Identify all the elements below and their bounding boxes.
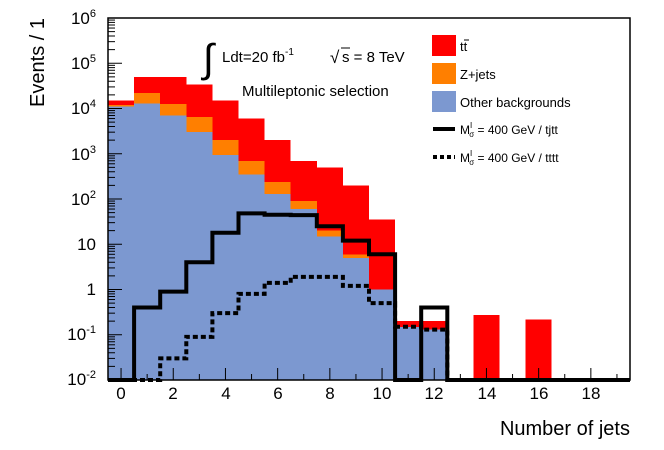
bar-z-jets-bin-2 — [160, 104, 187, 116]
bar-other-backgrounds-bin-2 — [160, 115, 187, 381]
y-tick-label: 104 — [71, 98, 96, 118]
bar-tt-bin-5 — [238, 118, 265, 161]
x-tick-label: 2 — [168, 384, 177, 403]
bar-other-backgrounds-bin-5 — [238, 174, 265, 380]
legend-label-tt: tt — [460, 39, 468, 54]
y-tick-label: 102 — [71, 189, 96, 209]
x-axis-title: Number of jets — [500, 418, 630, 440]
x-tick-label: 0 — [116, 384, 125, 403]
x-tick-label: 18 — [582, 384, 601, 403]
y-tick-label: 103 — [71, 144, 96, 164]
bar-other-backgrounds-bin-6 — [264, 193, 291, 380]
bar-other-backgrounds-bin-1 — [134, 103, 161, 381]
bar-tt-bin-11 — [395, 321, 422, 327]
x-tick-label: 16 — [530, 384, 549, 403]
bar-z-jets-bin-0 — [108, 104, 135, 107]
legend-swatch-tt — [432, 35, 456, 56]
y-tick-label: 10 — [77, 235, 96, 254]
bar-z-jets-bin-6 — [264, 181, 291, 194]
x-tick-label: 6 — [273, 384, 282, 403]
y-axis-title: Events / 1 — [27, 18, 49, 107]
y-tick-label: 106 — [71, 8, 96, 28]
x-tick-label: 12 — [425, 384, 444, 403]
y-tick-label: 10-1 — [67, 324, 96, 344]
axis-ticks — [108, 17, 618, 381]
legend-swatch-other — [432, 91, 456, 112]
bar-tt-bin-4 — [212, 100, 239, 141]
selection-label: Multileptonic selection — [242, 83, 389, 100]
bar-z-jets-bin-4 — [212, 140, 239, 155]
y-tick-labels: 10-2 10-1 1 10 102 103 104 105 106 — [67, 8, 96, 389]
bar-z-jets-bin-9 — [342, 254, 369, 258]
bar-other-backgrounds-bin-11 — [395, 326, 422, 380]
bar-tt-bin-2 — [160, 76, 187, 105]
legend: tt Z+jets Other backgrounds MI σ = 400 Ge… — [432, 35, 571, 167]
x-tick-label: 8 — [325, 384, 334, 403]
x-tick-label: 14 — [478, 384, 497, 403]
bar-z-jets-bin-3 — [186, 116, 213, 133]
bar-z-jets-bin-5 — [238, 160, 265, 175]
energy-label: s = 8 TeV — [342, 49, 405, 66]
bar-z-jets-bin-8 — [316, 230, 343, 237]
legend-label-other: Other backgrounds — [460, 95, 571, 110]
luminosity-annotation: ∫ Ldt=20 fb-1 — [201, 37, 294, 81]
x-tick-labels: 0 2 4 6 8 10 12 14 16 18 — [116, 384, 600, 403]
bar-tt-bin-3 — [186, 84, 213, 117]
sqrt-symbol: √ — [330, 48, 340, 67]
y-tick-label: 10-2 — [67, 369, 96, 389]
bar-tt-bin-8 — [316, 167, 343, 231]
bar-tt-bin-6 — [264, 140, 291, 182]
y-tick-label: 1 — [87, 280, 96, 299]
bar-tt-bin-7 — [290, 160, 317, 202]
bar-z-jets-bin-7 — [290, 201, 317, 210]
bar-other-backgrounds-bin-9 — [342, 257, 369, 380]
integral-symbol: ∫ — [201, 37, 217, 81]
bar-tt-bin-12 — [421, 321, 448, 330]
bar-other-backgrounds-bin-8 — [316, 236, 343, 380]
bar-z-jets-bin-1 — [134, 93, 161, 104]
bar-other-backgrounds-bin-3 — [186, 132, 213, 380]
legend-swatch-zjets — [432, 63, 456, 84]
y-tick-label: 105 — [71, 53, 96, 73]
legend-label-tjtt: MI σ = 400 GeV / tjtt — [460, 121, 559, 139]
x-tick-label: 10 — [373, 384, 392, 403]
bar-tt-bin-0 — [108, 100, 135, 105]
energy-annotation: √ s = 8 TeV — [330, 47, 405, 67]
legend-label-zjets: Z+jets — [460, 67, 496, 82]
luminosity-label: Ldt=20 fb-1 — [222, 47, 294, 66]
legend-label-tttt: MI σ = 400 GeV / tttt — [460, 149, 559, 167]
histogram-bars — [108, 76, 552, 381]
bar-tt-bin-9 — [342, 185, 369, 255]
x-tick-label: 4 — [221, 384, 230, 403]
bar-other-backgrounds-bin-4 — [212, 154, 239, 380]
bar-tt-bin-1 — [134, 76, 161, 94]
bar-other-backgrounds-bin-7 — [290, 209, 317, 380]
